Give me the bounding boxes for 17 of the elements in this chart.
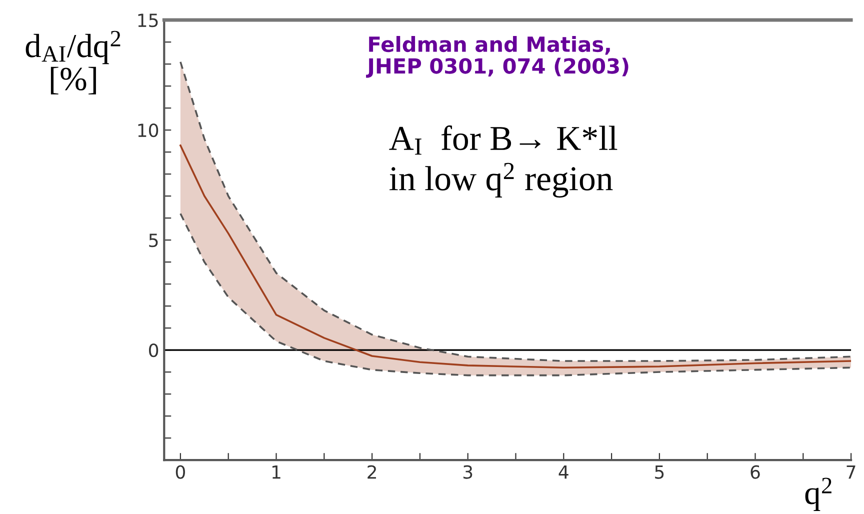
- y-tick-label: 15: [138, 14, 158, 28]
- x-tick-label: 1: [272, 465, 280, 479]
- y-tick-label: 10: [138, 124, 158, 138]
- x-tick-label: 6: [750, 465, 760, 479]
- x-tick-label: 7: [846, 465, 856, 479]
- x-tick-label: 5: [655, 465, 664, 479]
- y-tick-label: 0: [149, 343, 158, 358]
- annotation: Feldman and Matias, JHEP 0301, 074 (2003): [366, 36, 628, 78]
- line-series: [180, 212, 852, 376]
- x-axis-title: q$^{2}$: [805, 478, 832, 512]
- x-tick-label: 3: [463, 465, 472, 479]
- y-axis-title: d$_{AI}$/dq$^{2}$ [%]: [26, 30, 120, 94]
- x-tick-label: 2: [368, 465, 376, 479]
- y-tick-label: 5: [149, 234, 158, 248]
- annotation: A$_{I}$ for B→ K*ll in low q$^{2}$ region: [389, 125, 618, 198]
- x-tick-label: 0: [176, 465, 185, 479]
- x-tick-label: 4: [558, 465, 568, 479]
